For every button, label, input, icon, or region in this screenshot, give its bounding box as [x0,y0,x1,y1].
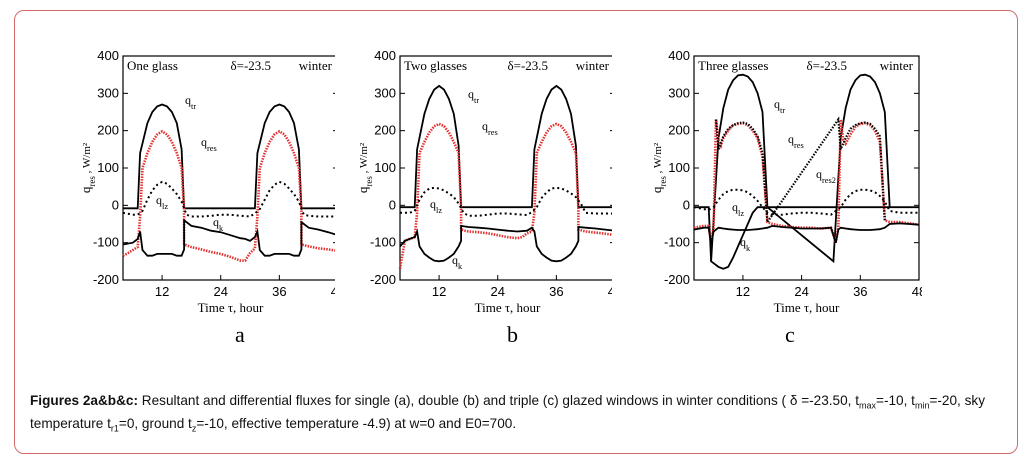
series-q-res [398,122,612,270]
curve-label-q-res: qres [482,119,498,137]
y-tick-label: 0 [389,197,396,212]
curve-label-q-lz: qlz [430,197,442,215]
y-tick-label: 100 [97,160,119,175]
y-tick-label: 200 [668,123,690,138]
figure-caption: Figures 2a&b&c: Resultant and differenti… [30,392,1015,437]
y-tick-label: -200 [370,272,396,287]
series-q-res2 [714,116,886,226]
y-axis-label: qres , W/m² [649,142,668,193]
caption-sub-min: min [914,400,930,411]
panel-letter-b: b [507,322,518,347]
x-tick-label: 24 [213,284,227,299]
curve-label-q-tr: qtr [185,93,196,111]
y-tick-label: -200 [664,272,690,287]
caption-part-2: =-10, t [876,393,915,408]
y-tick-label: 400 [374,48,396,63]
annotation-delta: δ=-23.5 [508,58,549,73]
x-tick-label: 36 [272,284,286,299]
x-tick-label: 24 [490,284,504,299]
x-tick-label: 48 [608,284,612,299]
x-tick-label: 36 [549,284,563,299]
caption-sub-z: z [191,423,197,434]
curve-label-q-k: qk [452,253,463,271]
y-axis-label: qres , W/m² [78,142,97,193]
annotation-glazing: One glass [127,58,178,73]
plot-area [122,55,335,281]
caption-part-4: =0, ground t [118,415,192,431]
y-tick-label: -100 [370,235,396,250]
y-axis-label-text: qres , W/m² [78,142,97,193]
curve-label-q-res2: qres2 [816,167,836,185]
y-tick-label: 400 [97,48,119,63]
caption-part-1: Resultant and differential fluxes for si… [138,393,860,408]
y-tick-label: -200 [93,272,119,287]
series-q-tr_upper [710,73,891,264]
x-tick-label: 36 [853,284,867,299]
panel-letter-a: a [235,322,245,347]
y-tick-label: 300 [374,85,396,100]
y-tick-label: 100 [374,160,396,175]
annotation-season: winter [299,58,333,73]
curve-label-q-k: qk [213,215,224,233]
x-tick-label: 12 [155,284,169,299]
chart-c: -200 -100 0 100 200 300 400 12 24 36 48 Time τ, hou… [649,48,922,315]
x-axis-label: Time τ, hour [198,300,264,315]
curve-label-q-lz: qlz [156,193,168,211]
curve-label-q-tr: qtr [468,87,479,105]
caption-part-5: =-10, effective temperature -4.9) at w=0… [196,415,517,431]
figure-frame [14,10,1018,454]
annotation-season: winter [576,58,610,73]
curve-label-q-lz: qlz [732,200,744,218]
y-tick-label: 200 [97,123,119,138]
x-tick-label: 24 [794,284,808,299]
curve-label-q-tr: qtr [774,97,785,115]
annotation-glazing: Two glasses [404,58,467,73]
x-axis-label: Time τ, hour [475,300,541,315]
series-q-lz [122,180,335,218]
caption-lead: Figures 2a&b&c: [30,393,139,408]
annotation-delta: δ=-23.5 [231,58,272,73]
series-q-tr [694,206,919,270]
x-tick-label: 12 [736,284,750,299]
caption-sub-r1: r1 [110,423,119,434]
series-q-k [122,218,335,257]
x-axis-label: Time τ, hour [774,300,840,315]
series-q-k [399,224,612,263]
y-tick-label: 300 [668,85,690,100]
chart-a: -200 -100 0 100 200 300 400 12 24 36 48 Time τ, hou… [78,48,335,315]
y-tick-label: -100 [664,235,690,250]
y-axis-label-text: qres , W/m² [355,142,374,193]
series-q-lz [693,188,919,216]
x-tick-label: 48 [331,284,335,299]
series-q-res [122,129,335,262]
curve-label-q-res: qres [788,132,804,150]
chart-b: -200 -100 0 100 200 300 400 12 24 36 48 Time τ, hou… [355,48,612,315]
annotation-glazing: Three glasses [698,58,768,73]
x-tick-label: 12 [432,284,446,299]
y-tick-label: 400 [668,48,690,63]
x-tick-label: 48 [912,284,922,299]
caption-sub-max: max [859,400,877,411]
curve-label-q-res: qres [201,135,217,153]
caption-part-3: =-20, sky temperature t [30,393,985,431]
plot-area [399,55,612,281]
curve-label-q-k: qk [740,235,751,253]
y-tick-label: 0 [683,197,690,212]
y-tick-label: 300 [97,85,119,100]
annotation-season: winter [880,58,914,73]
annotation-delta: δ=-23.5 [807,58,848,73]
series-q-tr [123,103,335,210]
y-tick-label: 100 [668,160,690,175]
y-axis-label: qres , W/m² [355,142,374,193]
y-tick-label: 200 [374,123,396,138]
y-tick-label: 0 [112,197,119,212]
series-q-k [693,222,920,245]
y-tick-label: -100 [93,235,119,250]
panel-letter-c: c [785,322,795,347]
series-q-lz [400,186,612,217]
series-q-tr [400,84,612,209]
y-axis-label-text: qres , W/m² [649,142,668,193]
